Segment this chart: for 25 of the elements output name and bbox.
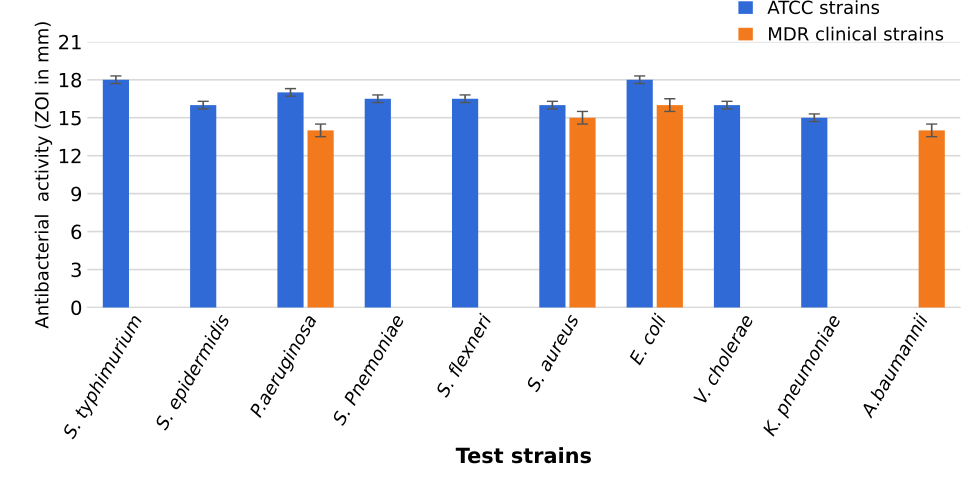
bar <box>656 105 683 308</box>
bar <box>102 80 129 308</box>
y-tick-label: 21 <box>59 34 81 50</box>
bar <box>714 105 740 308</box>
bar <box>452 98 478 308</box>
x-axis-title: Test strains <box>456 447 591 464</box>
legend-label: ATCC strains <box>767 0 880 14</box>
y-tick-label: 0 <box>71 300 82 316</box>
y-tick-label: 15 <box>60 110 81 126</box>
bar <box>190 105 216 308</box>
y-tick-label: 6 <box>71 224 82 240</box>
legend-label: MDR clinical strains <box>769 26 944 41</box>
bar <box>918 130 945 308</box>
bar <box>308 130 334 308</box>
y-tick-label: 12 <box>60 148 80 164</box>
y-tick-label: 3 <box>72 262 81 278</box>
bar <box>626 80 653 308</box>
y-tick-label: 18 <box>60 72 82 88</box>
y-axis-title: Antibacterial activity (ZOI in mm) <box>34 22 52 328</box>
y-tick-label: 9 <box>71 186 82 202</box>
bar <box>364 98 391 308</box>
bar <box>277 92 304 308</box>
bar <box>801 118 828 308</box>
bar <box>539 105 566 308</box>
bar <box>569 118 596 308</box>
